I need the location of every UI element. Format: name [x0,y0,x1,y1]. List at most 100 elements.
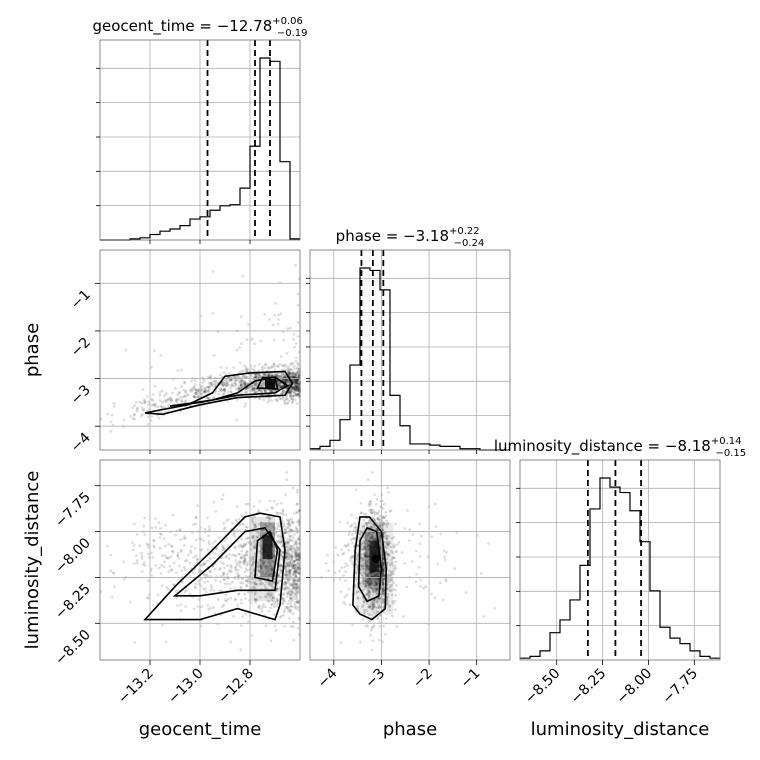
scatter-point [188,574,192,578]
scatter-point [172,561,176,565]
scatter-point [225,519,229,523]
scatter-point [281,509,285,513]
scatter-point [292,394,295,397]
scatter-point [271,365,275,369]
scatter-point [372,583,376,587]
scatter-point [280,564,283,567]
scatter-point [280,384,283,388]
scatter-point [151,556,155,559]
scatter-point [365,569,368,572]
scatter-point [243,383,247,387]
scatter-point [180,385,184,388]
scatter-point [366,567,370,571]
scatter-point [286,522,289,526]
scatter-point [234,568,238,572]
scatter-point [387,540,390,543]
scatter-point [257,562,261,566]
scatter-point [228,371,231,375]
scatter-point [183,544,186,547]
scatter-point [288,572,292,575]
scatter-point [262,398,265,402]
scatter-point [381,577,385,581]
scatter-point [286,606,290,609]
scatter-point [253,539,257,542]
scatter-point [241,545,244,548]
scatter-point [380,518,384,522]
scatter-point [294,373,298,377]
scatter-point [284,573,287,576]
scatter-point [258,564,262,568]
scatter-point [296,567,300,571]
scatter-point [294,359,298,363]
scatter-point [257,374,261,378]
scatter-point [284,364,288,368]
scatter-point [245,369,249,373]
scatter-point [281,598,285,601]
scatter-point [218,589,222,593]
scatter-point [376,606,379,610]
scatter-point [181,396,184,399]
scatter-point [360,559,364,563]
scatter-point [206,580,210,583]
scatter-point [267,373,270,376]
scatter-point [222,382,226,386]
scatter-point [197,392,201,396]
scatter-point [229,640,233,644]
contour-luminosity-distance-vs-geocent-time-outer [143,512,286,621]
scatter-point [229,386,233,390]
scatter-point [226,383,229,387]
scatter-point [384,514,388,517]
scatter-point [289,562,293,565]
scatter-point [242,562,246,566]
scatter-point [289,524,292,527]
scatter-point [280,540,284,544]
scatter-point [394,550,397,554]
scatter-point [164,398,168,402]
scatter-point [366,555,370,559]
scatter-point [415,572,418,576]
scatter-point [271,603,274,606]
scatter-point [209,382,213,385]
scatter-point [278,512,282,515]
scatter-point [356,596,360,600]
scatter-point [381,567,385,571]
scatter-point [388,605,392,609]
scatter-point [282,389,286,393]
scatter-point [381,572,385,576]
scatter-point [224,526,227,530]
scatter-point [220,389,224,393]
scatter-point [246,367,250,371]
scatter-point [370,586,374,590]
scatter-point [131,417,135,420]
scatter-point [191,571,195,574]
scatter-point [441,598,445,602]
scatter-point [297,590,300,594]
scatter-point [229,384,233,387]
scatter-point [386,587,389,591]
scatter-point [152,393,155,396]
scatter-point [257,373,261,377]
scatter-point [274,628,278,632]
scatter-point [171,391,174,395]
scatter-point [214,384,217,387]
scatter-point [365,522,369,526]
scatter-point [157,521,161,525]
scatter-point [282,610,286,614]
scatter-point [212,382,216,386]
scatter-point [374,583,378,587]
scatter-point [265,564,268,568]
scatter-point [294,592,298,595]
scatter-point [268,564,272,568]
scatter-point [183,380,186,384]
scatter-point [297,384,300,388]
scatter-point [296,389,299,393]
scatter-point [363,544,366,547]
scatter-point [199,537,203,541]
scatter-point [244,537,248,541]
scatter-point [376,574,380,578]
scatter-point [285,518,289,522]
scatter-point [371,587,374,591]
scatter-point [389,574,392,577]
scatter-point [253,545,257,549]
scatter-point [364,585,367,589]
